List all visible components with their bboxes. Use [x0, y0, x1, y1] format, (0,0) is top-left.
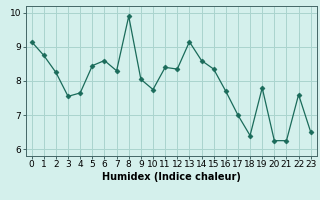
- X-axis label: Humidex (Indice chaleur): Humidex (Indice chaleur): [102, 172, 241, 182]
